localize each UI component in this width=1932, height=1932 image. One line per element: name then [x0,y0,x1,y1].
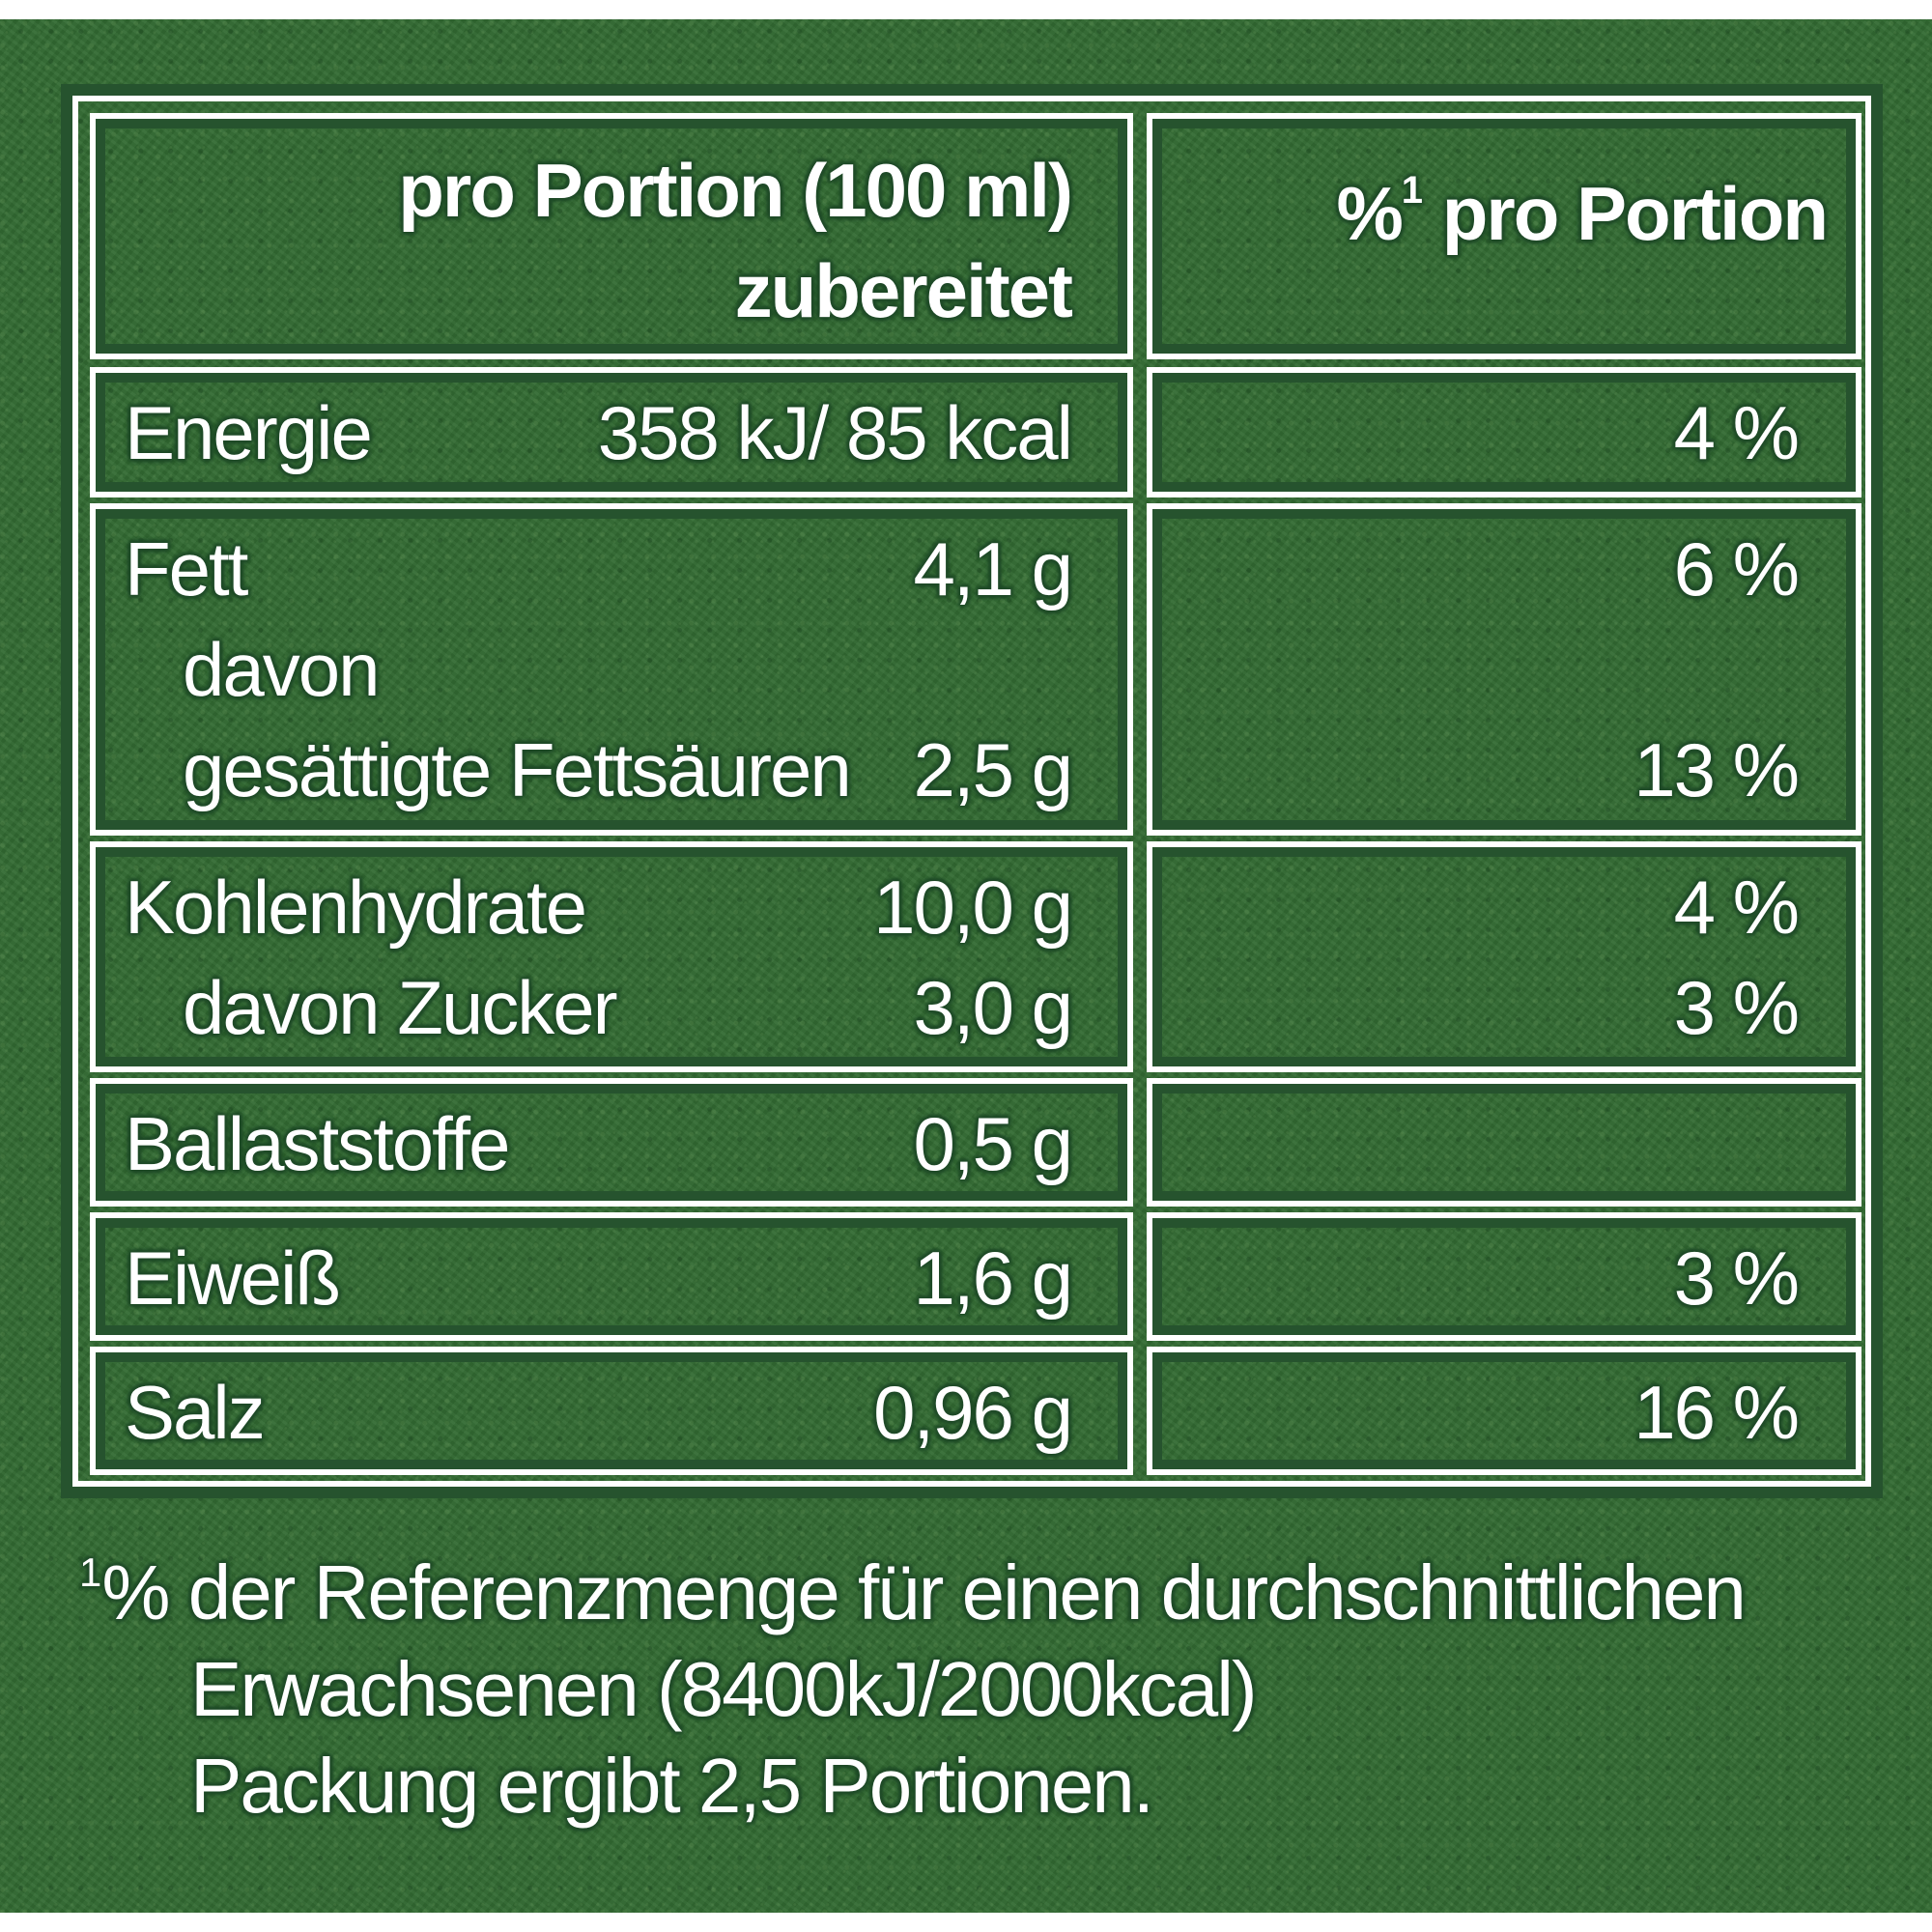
fat-label: Fett [125,526,248,611]
fat-line: Fett 4,1 g [125,519,1073,619]
protein-label: Eiweiß [125,1236,341,1321]
header-percent-text: pro Portion [1423,171,1829,256]
row-protein-left: Eiweiß 1,6 g [90,1212,1133,1341]
saturated-label: gesättigte Fettsäuren [183,727,852,812]
header-percent: %1 pro Portion [1181,140,1829,264]
energy-line: Energie 358 kJ/ 85 kcal [125,383,1073,483]
row-salt-left: Salz 0,96 g [90,1347,1133,1475]
header-cell-per-portion: pro Portion (100 ml) zubereitet [90,113,1133,359]
row-carbs-right: 4 % 3 % [1147,841,1861,1072]
row-energy-left: Energie 358 kJ/ 85 kcal [90,367,1133,497]
row-fat-left: Fett 4,1 g davon gesättigte Fettsäuren 2… [90,503,1133,836]
carbs-line: Kohlenhydrate 10,0 g [125,857,1073,957]
saturated-pct: 13 % [1634,727,1800,812]
energy-value: 358 kJ/ 85 kcal [597,390,1073,475]
footnote-line1-text: % der Referenzmenge für einen durchschni… [101,1549,1747,1635]
sugar-pct: 3 % [1673,965,1800,1050]
salt-label: Salz [125,1370,266,1455]
fiber-value: 0,5 g [913,1101,1073,1186]
nutrition-table: pro Portion (100 ml) zubereitet %1 pro P… [61,84,1883,1498]
footnote-sup: 1 [79,1549,102,1595]
carbs-label: Kohlenhydrate [125,865,587,950]
sugar-label: davon Zucker [183,965,618,1050]
header-cell-percent: %1 pro Portion [1147,113,1861,359]
header-per-portion-line1: pro Portion (100 ml) [398,148,1073,233]
row-protein-right: 3 % [1147,1212,1861,1341]
fat-sub-prefix-line: davon [125,619,1071,720]
footnote-line2: Erwachsenen (8400kJ/2000kcal) [190,1646,1258,1732]
row-carbs-left: Kohlenhydrate 10,0 g davon Zucker 3,0 g [90,841,1133,1072]
fat-value: 4,1 g [913,526,1073,611]
row-fiber-left: Ballaststoffe 0,5 g [90,1078,1133,1207]
protein-line: Eiweiß 1,6 g [125,1228,1073,1328]
fiber-line: Ballaststoffe 0,5 g [125,1094,1073,1194]
energy-label: Energie [125,390,373,475]
header-percent-sup: 1 [1401,169,1424,212]
row-fat-right: 6 % 13 % [1147,503,1861,836]
label-panel [0,19,1932,1913]
salt-value: 0,96 g [873,1370,1073,1455]
row-fiber-right [1147,1078,1861,1207]
sugar-value: 3,0 g [913,965,1073,1050]
fat-spacer [1181,619,1827,720]
protein-value: 1,6 g [913,1236,1073,1321]
salt-pct: 16 % [1634,1370,1800,1455]
protein-pct: 3 % [1673,1236,1800,1321]
sugar-line: davon Zucker 3,0 g [125,957,1073,1058]
carbs-value: 10,0 g [873,865,1073,950]
footnote: 1% der Referenzmenge für einen durchschn… [79,1524,1876,1834]
fat-pct: 6 % [1673,526,1800,611]
saturated-value: 2,5 g [913,727,1073,812]
header-per-portion-line2: zubereitet [734,248,1073,333]
footnote-line1: 1% der Referenzmenge für einen durchschn… [79,1524,1876,1641]
fiber-label: Ballaststoffe [125,1101,510,1186]
salt-line: Salz 0,96 g [125,1362,1073,1463]
row-salt-right: 16 % [1147,1347,1861,1475]
header-percent-sign: % [1336,171,1403,256]
footnote-line3: Packung ergibt 2,5 Portionen. [190,1743,1154,1829]
energy-pct: 4 % [1673,390,1800,475]
fat-sub-prefix-label: davon [183,627,381,712]
row-energy-right: 4 % [1147,367,1861,497]
carbs-pct: 4 % [1673,865,1800,950]
saturated-line: gesättigte Fettsäuren 2,5 g [125,720,1073,820]
fiber-pct [1181,1094,1827,1194]
